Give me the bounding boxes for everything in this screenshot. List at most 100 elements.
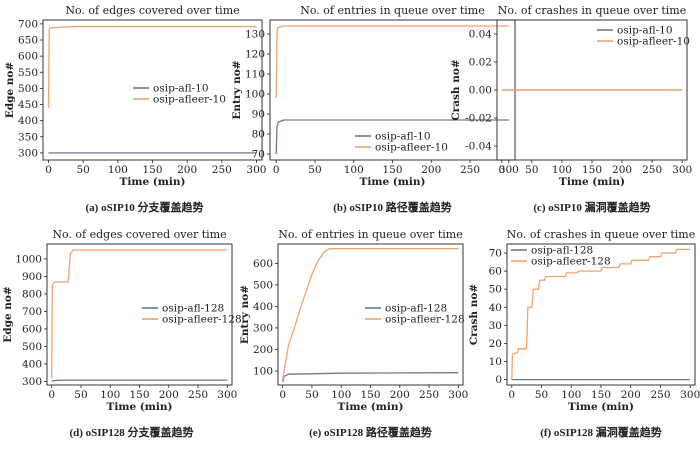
y-tick-label: 0.04: [469, 29, 493, 41]
y-tick-label: 500: [18, 83, 38, 95]
y-tick-label: 450: [18, 99, 38, 111]
chart-title: No. of crashes in queue over time: [498, 4, 686, 17]
y-tick-label: 200: [253, 344, 273, 356]
figure-caption: (e) oSIP128 路径覆盖趋势: [309, 425, 432, 439]
x-tick-label: 0: [508, 389, 515, 401]
legend-entry: osip-afl-10: [153, 83, 209, 95]
y-tick-label: 70: [252, 149, 265, 161]
chart-panel-5: No. of entries in queue over time 0 50 100 1…: [239, 228, 468, 439]
x-tick-label: 200: [159, 389, 179, 401]
y-tick-label: 50: [489, 284, 502, 296]
x-tick-label: 150: [582, 164, 602, 176]
y-tick-label: 70: [489, 248, 502, 260]
x-tick-label: 150: [142, 164, 162, 176]
y-axis-label: Entry no#: [231, 60, 243, 119]
legend-entry: osip-afl-128: [531, 245, 593, 257]
x-tick-label: 150: [591, 389, 611, 401]
chart-panel-4: No. of edges covered over time 0 50 100 150 2…: [2, 228, 242, 439]
y-tick-label: 60: [489, 266, 502, 278]
y-tick-label: 40: [489, 302, 502, 314]
y-tick-label: 300: [18, 147, 38, 159]
x-axis-label: Time (min): [360, 176, 426, 188]
y-tick-label: 20: [489, 338, 502, 350]
x-tick-label: 300: [672, 164, 692, 176]
x-axis-label: Time (min): [338, 401, 404, 413]
y-tick-label: 550: [18, 67, 38, 79]
x-tick-label: 100: [552, 164, 572, 176]
x-tick-label: 250: [642, 164, 662, 176]
y-tick-label: 120: [245, 49, 265, 61]
legend-entry: osip-afl-128: [385, 303, 447, 315]
chart-title: No. of edges covered over time: [65, 4, 239, 17]
x-tick-label: 100: [331, 389, 351, 401]
y-tick-label: 500: [22, 341, 42, 353]
x-tick-label: 50: [74, 389, 87, 401]
legend-entry: osip-afleer-10: [153, 94, 226, 106]
figure-caption: (b) oSIP10 路径覆盖趋势: [333, 200, 452, 214]
x-tick-label: 200: [621, 389, 641, 401]
series-line-osip-afleer-128: [511, 248, 691, 380]
x-tick-label: 100: [344, 164, 364, 176]
chart-title: No. of entries in queue over time: [278, 228, 463, 241]
figure-caption: (d) oSIP128 分支覆盖趋势: [69, 425, 193, 439]
x-tick-label: 300: [246, 164, 266, 176]
chart-title: No. of edges covered over time: [52, 228, 226, 241]
y-tick-label: 0.00: [469, 85, 492, 97]
chart-title: No. of entries in queue over time: [300, 4, 485, 17]
x-tick-label: 0: [48, 389, 55, 401]
series-line-osip-afleer-10: [47, 25, 257, 108]
x-tick-label: 300: [680, 389, 700, 401]
series-line-osip-afleer-128: [51, 249, 228, 379]
y-tick-label: 100: [253, 366, 273, 378]
y-tick-label: 700: [18, 18, 38, 30]
x-tick-label: 50: [77, 164, 90, 176]
x-tick-label: 250: [212, 164, 232, 176]
series-line-osip-afl-128: [51, 379, 228, 383]
y-axis-label: Edge no#: [2, 286, 14, 343]
x-tick-label: 300: [448, 389, 468, 401]
series-line-osip-afleer-128: [282, 248, 459, 380]
x-tick-label: 150: [360, 389, 380, 401]
y-tick-label: 80: [252, 129, 265, 141]
x-tick-label: 300: [499, 164, 519, 176]
y-tick-label: 110: [245, 69, 265, 81]
legend-entry: osip-afl-128: [162, 303, 224, 315]
legend-entry: osip-afl-10: [375, 131, 431, 143]
x-tick-label: 250: [419, 389, 439, 401]
series-line-osip-afleer-10: [275, 25, 509, 99]
y-tick-label: 10: [489, 356, 502, 368]
x-tick-label: 150: [382, 164, 402, 176]
x-tick-label: 150: [129, 389, 149, 401]
y-tick-label: 600: [253, 258, 273, 270]
y-tick-label: 650: [18, 35, 38, 47]
chart-panel-3: No. of crashes in queue over time 0 50 100 1…: [450, 4, 692, 214]
legend-entry: osip-afl-10: [617, 25, 673, 37]
x-tick-label: 200: [390, 389, 410, 401]
legend-entry: osip-afleer-128: [162, 314, 242, 326]
y-tick-label: 900: [22, 271, 42, 283]
x-tick-label: 200: [421, 164, 441, 176]
x-tick-label: 250: [650, 389, 670, 401]
x-tick-label: 200: [177, 164, 197, 176]
legend-entry: osip-afleer-10: [375, 142, 448, 154]
x-tick-label: 250: [460, 164, 480, 176]
legend-entry: osip-afleer-128: [385, 314, 465, 326]
y-tick-label: 300: [22, 376, 42, 388]
series-line-osip-afl-128: [282, 372, 459, 382]
x-axis-label: Time (min): [107, 401, 173, 413]
x-axis-label: Time (min): [120, 176, 186, 188]
x-tick-label: 0: [273, 164, 280, 176]
x-tick-label: 50: [525, 164, 538, 176]
y-tick-label: 0.02: [469, 57, 492, 69]
x-tick-label: 250: [188, 389, 208, 401]
legend-entry: osip-afleer-128: [531, 256, 611, 268]
chart-panel-1: No. of edges covered over time 0 50 100 150 2…: [4, 4, 266, 214]
figure-caption: (c) oSIP10 漏洞覆盖趋势: [533, 200, 650, 214]
y-tick-label: 700: [22, 306, 42, 318]
x-tick-label: 0: [45, 164, 52, 176]
